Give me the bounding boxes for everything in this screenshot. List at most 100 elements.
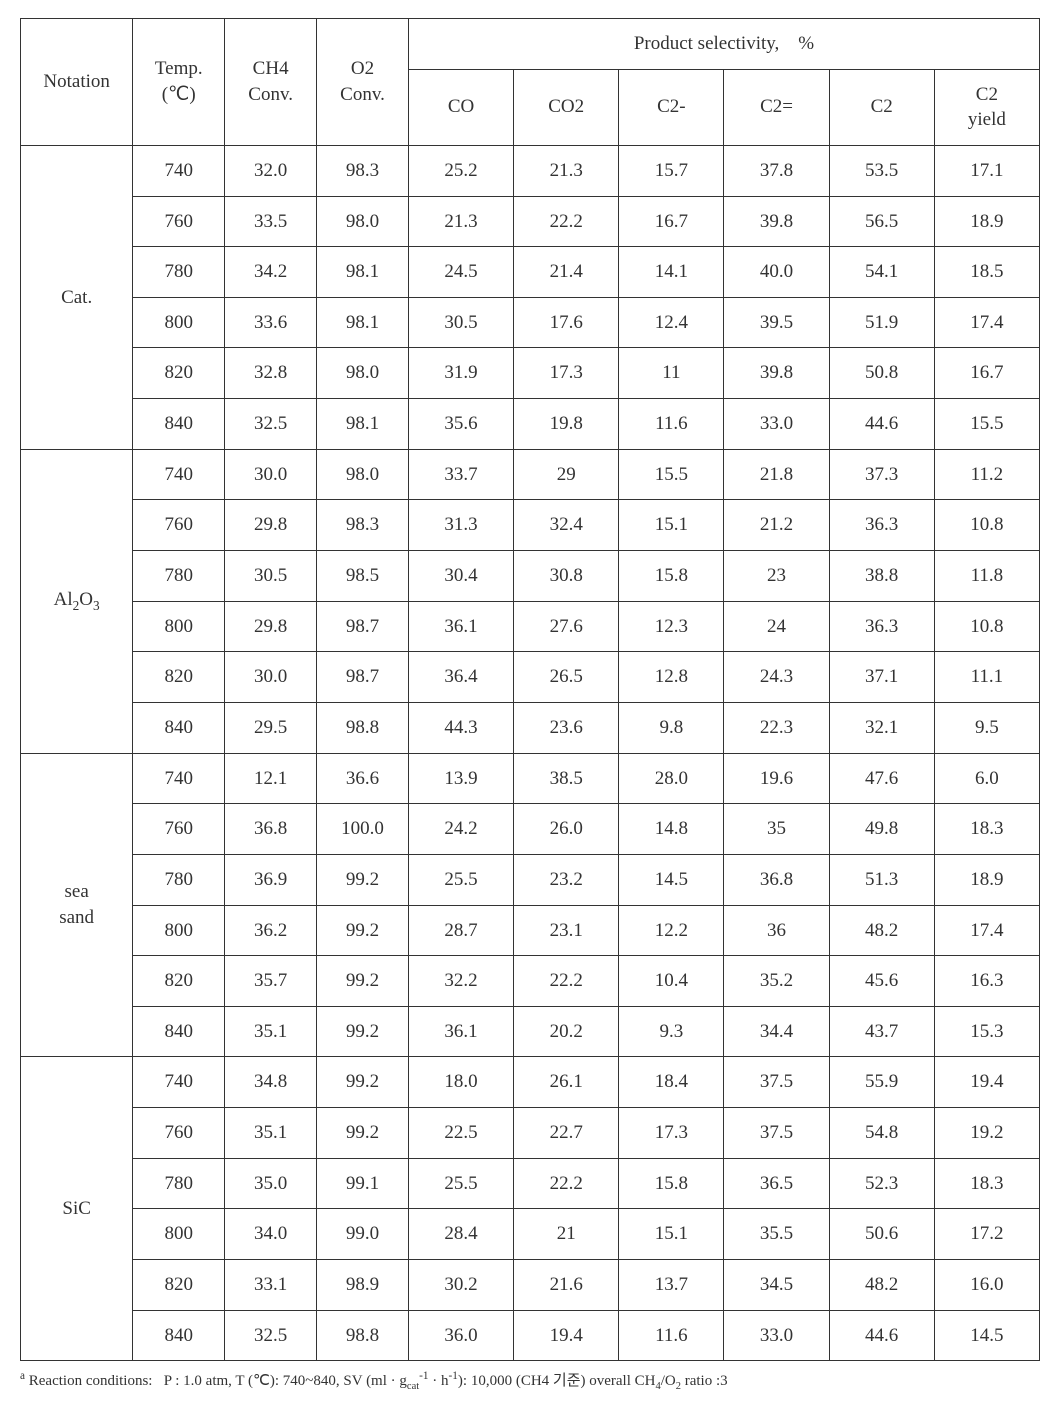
data-cell: 29.8 (225, 601, 317, 652)
data-cell: 840 (133, 1310, 225, 1361)
data-cell: 98.8 (317, 1310, 409, 1361)
data-cell: 800 (133, 1209, 225, 1260)
data-cell: 20.2 (514, 1006, 619, 1057)
data-cell: 18.3 (934, 1158, 1039, 1209)
data-cell: 780 (133, 1158, 225, 1209)
table-row: 76036.8100.024.226.014.83549.818.3 (21, 804, 1040, 855)
header-co2: CO2 (514, 69, 619, 145)
data-cell: 32.8 (225, 348, 317, 399)
data-cell: 12.4 (619, 297, 724, 348)
table-row: 82032.898.031.917.31139.850.816.7 (21, 348, 1040, 399)
data-cell: 19.8 (514, 399, 619, 450)
data-cell: 36 (724, 905, 829, 956)
data-cell: 34.8 (225, 1057, 317, 1108)
data-cell: 33.1 (225, 1260, 317, 1311)
data-cell: 36.1 (408, 1006, 513, 1057)
data-cell: 23.6 (514, 702, 619, 753)
data-cell: 52.3 (829, 1158, 934, 1209)
table-row: 82035.799.232.222.210.435.245.616.3 (21, 956, 1040, 1007)
data-cell: 17.4 (934, 297, 1039, 348)
data-cell: 98.5 (317, 551, 409, 602)
data-cell: 27.6 (514, 601, 619, 652)
data-cell: 17.4 (934, 905, 1039, 956)
data-cell: 16.3 (934, 956, 1039, 1007)
data-cell: 100.0 (317, 804, 409, 855)
data-cell: 37.8 (724, 145, 829, 196)
data-cell: 820 (133, 956, 225, 1007)
data-cell: 44.6 (829, 399, 934, 450)
data-cell: 760 (133, 196, 225, 247)
table-row: 78034.298.124.521.414.140.054.118.5 (21, 247, 1040, 298)
data-cell: 98.7 (317, 652, 409, 703)
table-body: Cat.74032.098.325.221.315.737.853.517.17… (21, 145, 1040, 1360)
data-cell: 760 (133, 500, 225, 551)
data-cell: 98.7 (317, 601, 409, 652)
notation-cell: Cat. (21, 145, 133, 449)
data-cell: 31.9 (408, 348, 513, 399)
data-cell: 36.8 (225, 804, 317, 855)
data-cell: 36.2 (225, 905, 317, 956)
data-cell: 800 (133, 297, 225, 348)
data-cell: 760 (133, 1108, 225, 1159)
header-c2: C2 (829, 69, 934, 145)
table-row: 84032.598.135.619.811.633.044.615.5 (21, 399, 1040, 450)
table-row: 76029.898.331.332.415.121.236.310.8 (21, 500, 1040, 551)
data-cell: 26.1 (514, 1057, 619, 1108)
data-cell: 35.7 (225, 956, 317, 1007)
data-cell: 32.4 (514, 500, 619, 551)
data-cell: 22.2 (514, 196, 619, 247)
data-cell: 99.1 (317, 1158, 409, 1209)
data-cell: 10.8 (934, 500, 1039, 551)
data-cell: 14.1 (619, 247, 724, 298)
data-cell: 56.5 (829, 196, 934, 247)
data-cell: 28.7 (408, 905, 513, 956)
data-cell: 11.1 (934, 652, 1039, 703)
data-cell: 30.8 (514, 551, 619, 602)
data-cell: 15.5 (934, 399, 1039, 450)
table-row: 80033.698.130.517.612.439.551.917.4 (21, 297, 1040, 348)
data-cell: 38.5 (514, 753, 619, 804)
data-cell: 21.8 (724, 449, 829, 500)
table-row: Cat.74032.098.325.221.315.737.853.517.1 (21, 145, 1040, 196)
notation-cell: SiC (21, 1057, 133, 1361)
data-cell: 26.5 (514, 652, 619, 703)
data-cell: 33.6 (225, 297, 317, 348)
header-ch4-sub: Conv. (248, 84, 293, 105)
data-cell: 21.3 (408, 196, 513, 247)
data-cell: 37.5 (724, 1108, 829, 1159)
data-cell: 14.5 (619, 854, 724, 905)
data-cell: 36.1 (408, 601, 513, 652)
data-cell: 98.1 (317, 297, 409, 348)
data-cell: 54.1 (829, 247, 934, 298)
data-cell: 11.8 (934, 551, 1039, 602)
data-cell: 35 (724, 804, 829, 855)
table-row: 84032.598.836.019.411.633.044.614.5 (21, 1310, 1040, 1361)
data-cell: 55.9 (829, 1057, 934, 1108)
table-row: 84035.199.236.120.29.334.443.715.3 (21, 1006, 1040, 1057)
data-cell: 53.5 (829, 145, 934, 196)
data-cell: 820 (133, 652, 225, 703)
data-cell: 31.3 (408, 500, 513, 551)
data-cell: 21 (514, 1209, 619, 1260)
data-cell: 25.5 (408, 854, 513, 905)
data-cell: 98.1 (317, 399, 409, 450)
data-cell: 740 (133, 449, 225, 500)
data-cell: 36.3 (829, 601, 934, 652)
data-cell: 24.2 (408, 804, 513, 855)
data-cell: 35.6 (408, 399, 513, 450)
data-cell: 800 (133, 601, 225, 652)
data-cell: 18.5 (934, 247, 1039, 298)
data-cell: 9.8 (619, 702, 724, 753)
header-temp-unit: (℃) (162, 84, 196, 105)
data-cell: 99.2 (317, 905, 409, 956)
data-cell: 36.4 (408, 652, 513, 703)
data-cell: 22.7 (514, 1108, 619, 1159)
data-cell: 50.8 (829, 348, 934, 399)
data-cell: 19.4 (514, 1310, 619, 1361)
data-cell: 22.2 (514, 956, 619, 1007)
data-cell: 28.0 (619, 753, 724, 804)
data-cell: 800 (133, 905, 225, 956)
data-cell: 10.4 (619, 956, 724, 1007)
data-cell: 49.8 (829, 804, 934, 855)
data-cell: 51.3 (829, 854, 934, 905)
